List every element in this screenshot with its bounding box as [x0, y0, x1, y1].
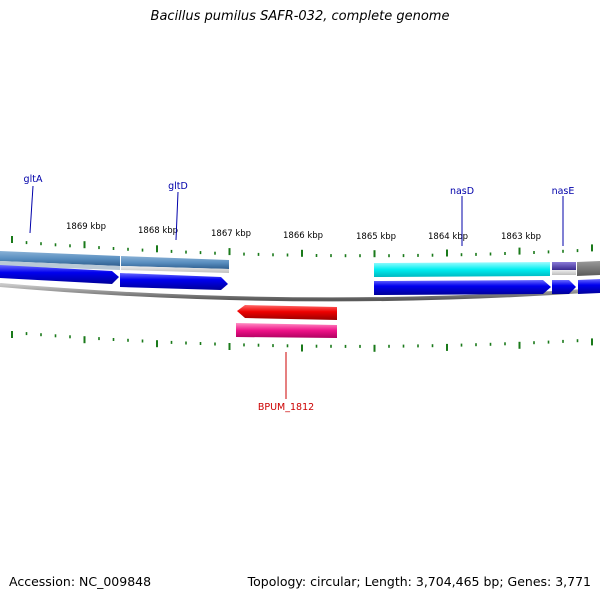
outer-tick-row: [11, 236, 593, 258]
scale-label: 1866 kbp: [283, 231, 323, 241]
leader-gltA: [29, 185, 34, 234]
gene-labels: gltA gltD nasD nasE BPUM_1812: [24, 174, 575, 413]
gene-label-gltA: gltA: [24, 174, 43, 185]
forward-cds-track: [0, 265, 600, 295]
scale-label: 1865 kbp: [356, 232, 396, 242]
scale-label: 1864 kbp: [428, 232, 468, 242]
cds-arrow-gltA: [0, 265, 119, 284]
gene-bar-BPUM_1812: [236, 323, 337, 338]
gene-bar-nasE-shade: [552, 270, 576, 275]
scale-label: 1868 kbp: [138, 226, 178, 236]
cds-arrow-gltD: [120, 273, 228, 290]
gene-label-BPUM_1812: BPUM_1812: [258, 402, 314, 413]
gene-track-upper: [0, 251, 600, 277]
scale-labels: 1869 kbp 1868 kbp 1867 kbp 1866 kbp 1865…: [66, 222, 541, 242]
gene-label-nasD: nasD: [450, 186, 474, 197]
gene-bar-gltD-shade: [121, 266, 229, 273]
accession-text: Accession: NC_009848: [9, 574, 152, 589]
gene-bar-next: [577, 261, 600, 276]
gene-bar-nasE: [552, 262, 576, 270]
scale-label: 1869 kbp: [66, 222, 106, 232]
gene-bar-nasD: [374, 262, 550, 277]
reverse-cds-track: [236, 305, 337, 338]
leader-gltD: [175, 191, 179, 241]
gene-bar-gltA-shade: [0, 261, 120, 270]
genome-backbone: [0, 283, 600, 302]
cds-arrow-next: [578, 279, 600, 294]
gene-bar-gltD: [121, 256, 229, 269]
gene-label-nasE: nasE: [552, 186, 575, 197]
map-title: Bacillus pumilus SAFR-032, complete geno…: [150, 9, 450, 24]
genome-summary-text: Topology: circular; Length: 3,704,465 bp…: [247, 574, 591, 589]
inner-tick-row: [11, 331, 593, 352]
scale-label: 1863 kbp: [501, 232, 541, 242]
gene-label-leaders: [29, 185, 564, 399]
cds-arrow-nasE: [552, 280, 576, 294]
cds-arrow-BPUM_1812: [237, 305, 337, 320]
gene-label-gltD: gltD: [168, 181, 188, 192]
cds-arrow-nasD: [374, 280, 551, 295]
scale-label: 1867 kbp: [211, 229, 251, 239]
